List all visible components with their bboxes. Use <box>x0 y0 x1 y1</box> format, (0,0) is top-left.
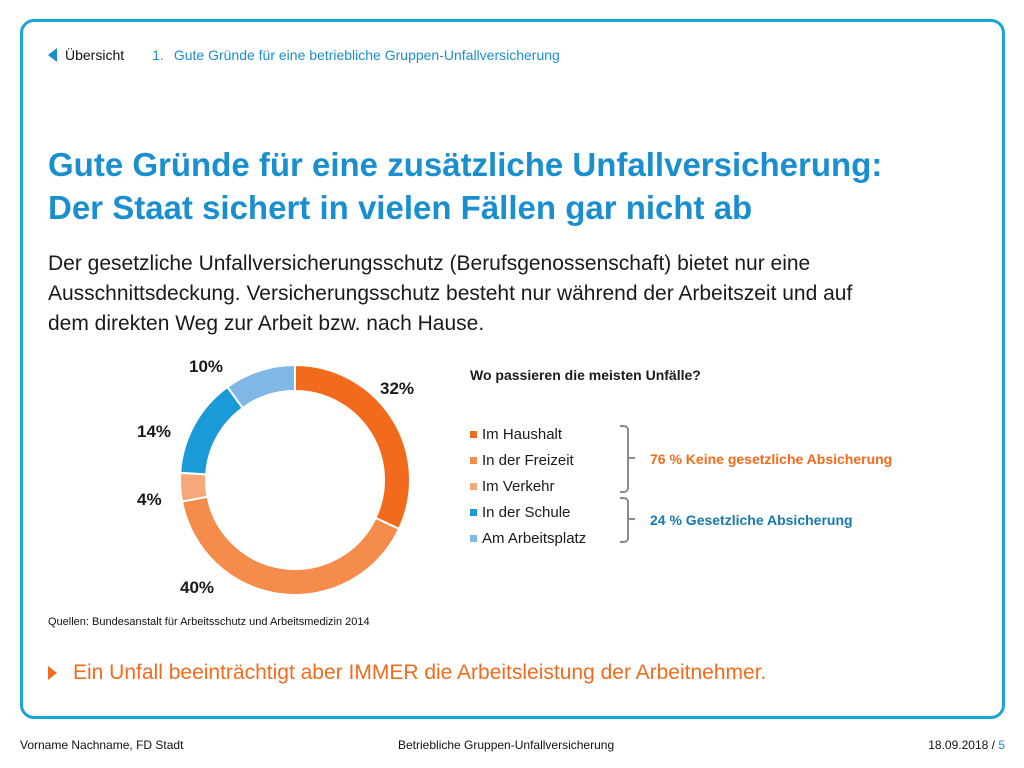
legend-item-haushalt: Im Haushalt <box>470 421 586 447</box>
chart-title: Wo passieren die meisten Unfälle? <box>470 367 701 383</box>
intro-line-2: Ausschnittsdeckung. Versicherungsschutz … <box>48 282 853 305</box>
chart-legend: Im Haushalt In der Freizeit Im Verkehr I… <box>470 421 586 551</box>
back-arrow-icon[interactable] <box>48 48 57 62</box>
data-label-haushalt: 32% <box>380 379 415 398</box>
footer-page-info: 18.09.2018 / 5 <box>928 738 1005 752</box>
breadcrumb-label: Gute Gründe für eine betriebliche Gruppe… <box>173 47 560 63</box>
group-label-coverage: 24 % Gesetzliche Absicherung <box>650 512 853 528</box>
footer-title: Betriebliche Gruppen-Unfallversicherung <box>398 738 615 752</box>
key-message-text: Ein Unfall beeinträchtigt aber IMMER die… <box>73 661 767 684</box>
footer-date: 18.09.2018 <box>928 738 989 752</box>
bullet-arrow-icon <box>48 666 57 680</box>
brace-tick <box>629 518 635 520</box>
legend-swatch <box>470 456 477 464</box>
footer-author: Vorname Nachname, FD Stadt <box>20 738 184 752</box>
donut-slice-im-verkehr <box>179 471 209 503</box>
data-label-schule: 14% <box>137 422 172 441</box>
title-line-2: Der Staat sichert in vielen Fällen gar n… <box>48 189 753 226</box>
slide-frame <box>20 19 1005 719</box>
source-note: Quellen: Bundesanstalt für Arbeitsschutz… <box>48 616 370 628</box>
legend-swatch <box>470 482 477 490</box>
brace-coverage <box>620 497 629 543</box>
page-title: Gute Gründe für eine zusätzliche Unfallv… <box>48 143 978 229</box>
brace-no-coverage <box>620 425 629 493</box>
breadcrumb-number: 1. <box>152 47 164 63</box>
footer-page-number: 5 <box>998 738 1005 752</box>
legend-swatch <box>470 508 477 516</box>
data-label-freizeit: 40% <box>180 578 215 597</box>
intro-line-3: dem direkten Weg zur Arbeit bzw. nach Ha… <box>48 312 485 335</box>
legend-swatch <box>470 430 477 438</box>
data-label-verkehr: 4% <box>137 490 162 509</box>
group-label-no-coverage: 76 % Keine gesetzliche Absicherung <box>650 451 893 467</box>
donut-slice-in-der-freizeit <box>180 495 401 596</box>
footer-separator: / <box>988 738 999 752</box>
legend-label: In der Schule <box>482 503 571 521</box>
legend-item-arbeitsplatz: Am Arbeitsplatz <box>470 525 586 551</box>
title-line-1: Gute Gründe für eine zusätzliche Unfallv… <box>48 146 883 183</box>
intro-text: Der gesetzliche Unfallversicherungsschut… <box>48 249 993 339</box>
legend-swatch <box>470 534 477 542</box>
overview-link[interactable]: Übersicht <box>65 47 125 63</box>
breadcrumb: Übersicht 1. Gute Gründe für eine betrieb… <box>48 47 560 63</box>
donut-chart <box>179 363 411 596</box>
data-label-arbeitsplatz: 10% <box>189 357 224 376</box>
legend-label: Am Arbeitsplatz <box>482 529 587 547</box>
donut-slice-in-der-schule <box>179 385 245 476</box>
key-message: Ein Unfall beeinträchtigt aber IMMER die… <box>48 661 766 685</box>
legend-label: Im Verkehr <box>482 477 555 495</box>
brace-tick <box>629 457 635 459</box>
legend-label: Im Haushalt <box>482 425 563 443</box>
legend-item-verkehr: Im Verkehr <box>470 473 586 499</box>
legend-label: In der Freizeit <box>482 451 574 469</box>
breadcrumb-current: 1. Gute Gründe für eine betriebliche Grup… <box>152 47 560 63</box>
legend-item-freizeit: In der Freizeit <box>470 447 586 473</box>
donut-slice-am-arbeitsplatz <box>226 363 296 410</box>
legend-item-schule: In der Schule <box>470 499 586 525</box>
intro-line-1: Der gesetzliche Unfallversicherungsschut… <box>48 252 811 275</box>
